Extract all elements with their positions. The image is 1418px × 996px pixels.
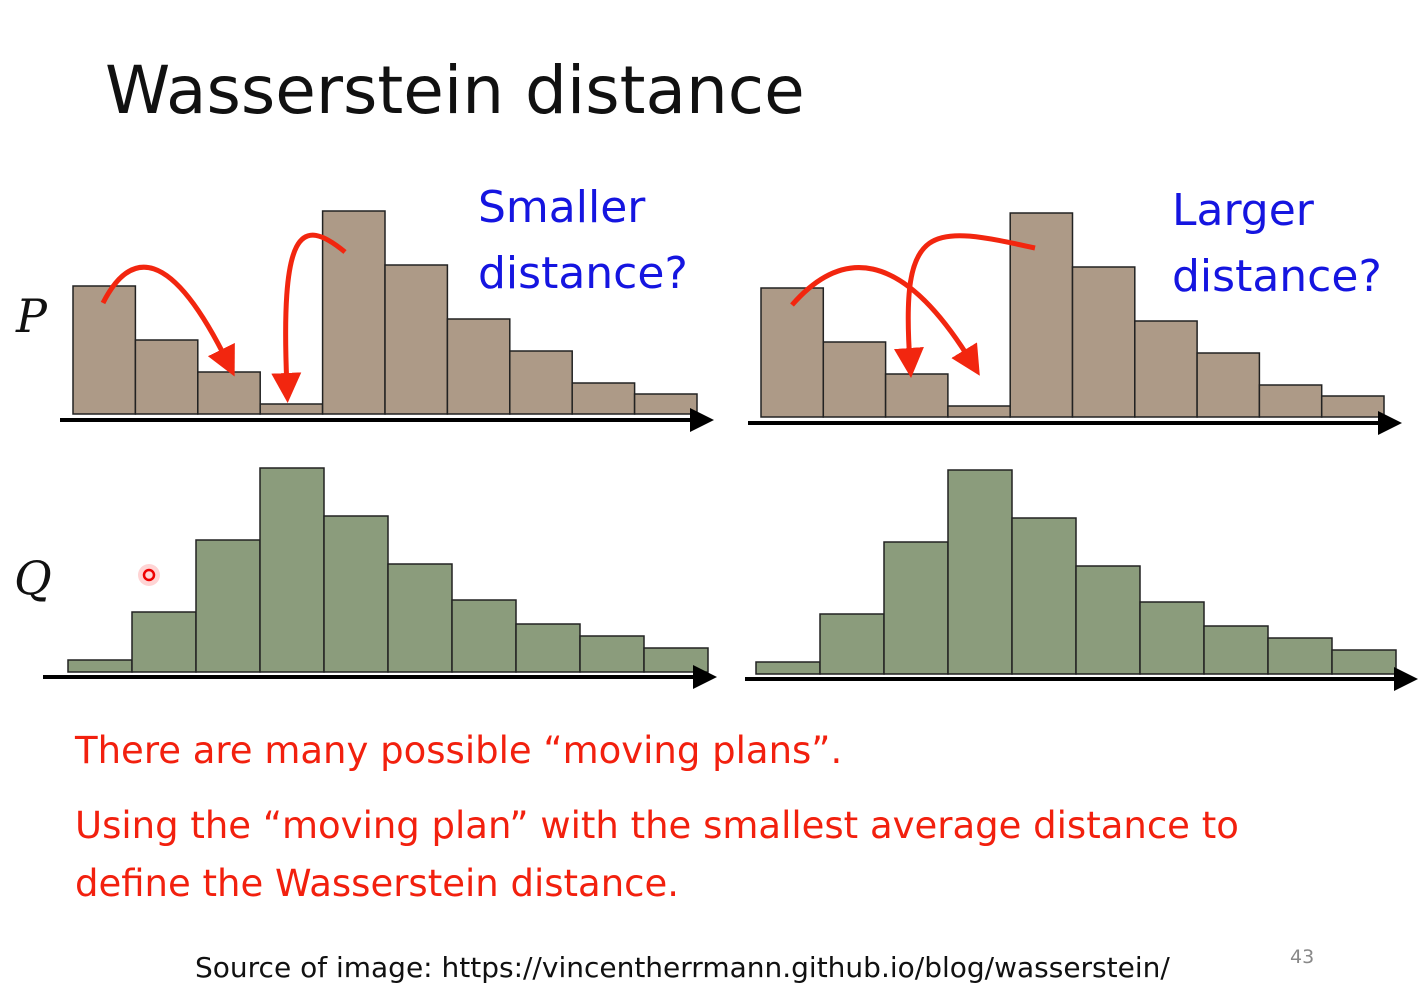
slide-title: Wasserstein distance [105,52,805,129]
source: Source of image: https://vincentherrmann… [195,951,1170,984]
histogram-bar [195,539,261,673]
histogram-bar [259,403,324,415]
histograms [43,210,1418,691]
cursor [142,568,156,582]
histogram-bar [1071,266,1136,418]
histogram-bar [819,613,885,675]
histogram-bar [515,623,581,673]
histogram-bar [1075,565,1141,675]
move-arrow [790,265,980,376]
histogram-bar [1011,517,1077,675]
histogram-bar [947,405,1011,418]
histogram-bar [760,287,825,418]
histogram-bar [883,541,949,675]
note: There are many possible “moving plans”. [74,729,842,772]
histogram-bar [1331,649,1397,675]
histogram-bar [755,661,821,675]
histogram-bar [643,647,709,673]
histogram-bar [451,599,517,673]
histogram-bar [387,563,453,673]
row-label: Q [14,551,52,605]
histogram-bar [509,350,573,415]
histogram-bar [134,339,199,415]
histogram-bar [822,341,887,418]
histogram-bar [579,635,645,673]
histogram-bar [571,382,636,415]
move-arrow [893,233,1036,378]
histogram-bar [1139,601,1205,675]
histogram-bar [1134,320,1198,418]
histogram-bar [884,373,949,418]
note: Using the “moving plan” with the smalles… [75,804,1239,847]
note: define the Wasserstein distance. [75,862,679,905]
histogram-bar [259,467,325,673]
histogram-bar [1258,384,1323,418]
histogram-bar [446,318,511,415]
histogram-bar [131,611,197,673]
annotation: distance? [478,248,688,299]
histogram-bar [633,393,698,415]
histogram-bar [947,469,1013,675]
histogram-bar [323,515,389,673]
histogram-bar [67,659,133,673]
histogram-bar [1320,395,1385,418]
histogram-bar [197,371,261,415]
cursor-glow [138,564,160,586]
annotation: Smaller [478,182,646,233]
histogram-bar [384,264,449,415]
move-arrow [100,264,235,377]
row-label: P [15,289,48,343]
histogram-bar [1267,637,1333,675]
page-number: 43 [1290,946,1314,968]
annotation: Larger [1172,185,1315,236]
histogram-bar [1203,625,1269,675]
histogram-bar [72,285,137,415]
move-arrow [271,232,347,403]
histogram-bar [1196,352,1261,418]
annotation: distance? [1172,251,1382,302]
